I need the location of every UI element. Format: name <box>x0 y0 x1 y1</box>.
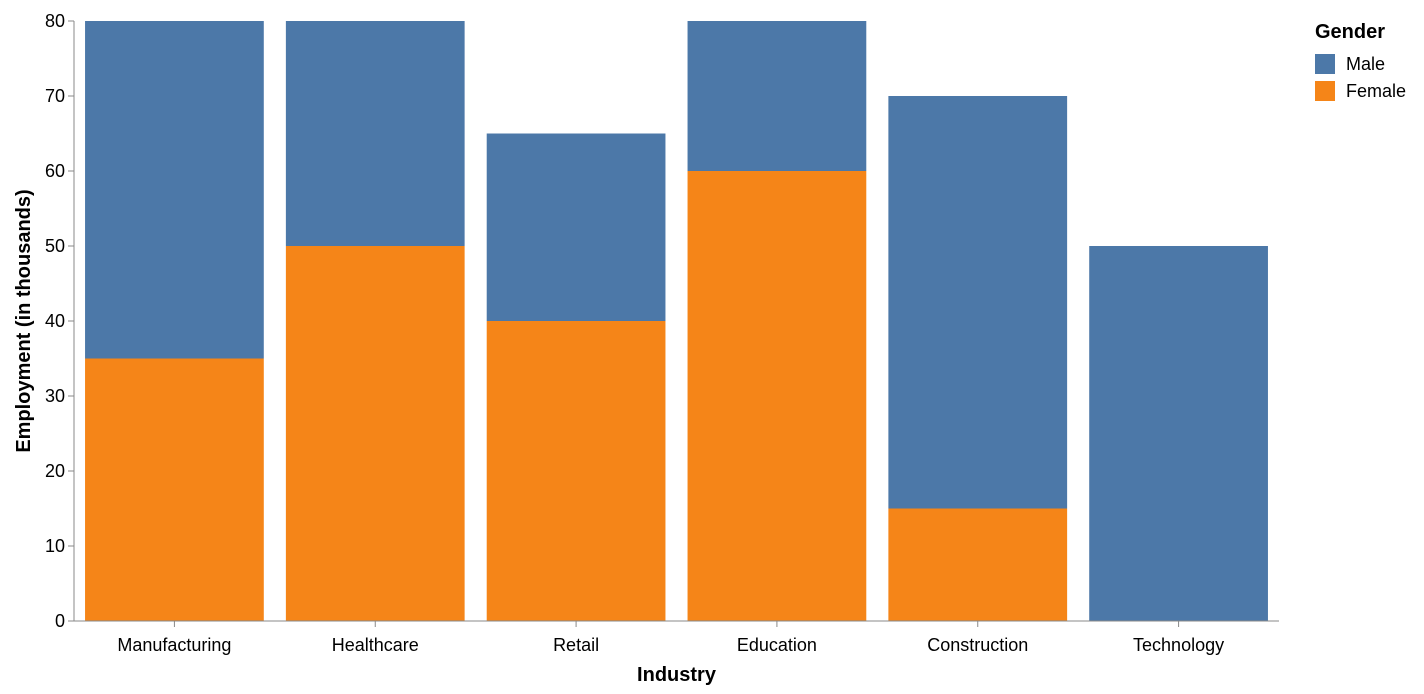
legend-title: Gender <box>1315 21 1385 43</box>
legend-label-male: Male <box>1346 54 1385 74</box>
y-tick-label: 40 <box>45 311 65 331</box>
y-tick-label: 70 <box>45 86 65 106</box>
y-tick-label: 30 <box>45 386 65 406</box>
bar-female-manufacturing <box>85 358 264 621</box>
legend-swatch-female <box>1315 81 1335 101</box>
bar-male-technology <box>1089 246 1268 621</box>
x-axis-title: Industry <box>637 664 717 686</box>
y-axis-title: Employment (in thousands) <box>13 189 35 452</box>
legend-swatch-male <box>1315 54 1335 74</box>
y-tick-label: 0 <box>55 611 65 631</box>
bar-female-healthcare <box>285 246 465 621</box>
y-tick-label: 10 <box>45 536 65 556</box>
bar-female-retail <box>486 321 666 621</box>
x-tick-label: Education <box>737 635 817 655</box>
x-tick-label: Retail <box>553 635 599 655</box>
x-tick-label: Manufacturing <box>117 635 231 655</box>
x-tick-label: Construction <box>927 635 1028 655</box>
bar-male-retail <box>486 133 666 321</box>
y-tick-label: 50 <box>45 236 65 256</box>
bar-marks <box>85 21 1268 621</box>
bar-male-education <box>687 21 867 171</box>
y-tick-label: 80 <box>45 11 65 31</box>
y-tick-label: 20 <box>45 461 65 481</box>
legend: Gender Male Female <box>1315 21 1406 101</box>
x-tick-label: Healthcare <box>332 635 419 655</box>
bar-female-construction <box>888 508 1068 621</box>
bar-male-healthcare <box>285 21 465 246</box>
legend-label-female: Female <box>1346 81 1406 101</box>
x-axis: Manufacturing Healthcare Retail Education Co… <box>74 620 1279 655</box>
x-tick-label: Technology <box>1133 635 1224 655</box>
y-tick-label: 60 <box>45 161 65 181</box>
bar-male-manufacturing <box>85 21 264 359</box>
y-axis: 0 10 20 30 40 50 60 70 80 <box>45 11 75 631</box>
bar-male-construction <box>888 96 1068 509</box>
bar-female-education <box>687 171 867 621</box>
